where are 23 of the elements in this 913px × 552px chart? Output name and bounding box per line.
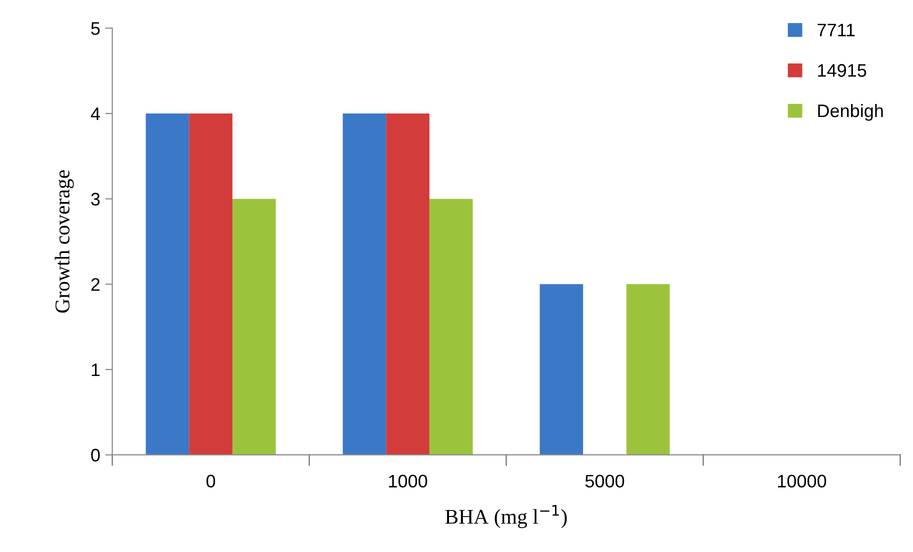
bar: [342, 113, 386, 455]
bar: [429, 198, 473, 455]
bar: [232, 198, 276, 455]
y-tick-label: 2: [91, 278, 100, 291]
legend-label: 7711: [818, 24, 855, 36]
legend-label: Denbigh: [818, 104, 883, 121]
x-axis-title: BHA (mg l$^{−1}$): [445, 505, 567, 528]
bar: [189, 113, 232, 455]
bar: [146, 113, 190, 455]
y-tick-label: 0: [91, 448, 100, 462]
bar: [540, 284, 584, 455]
y-tick-label: 1: [92, 364, 100, 376]
bar: [386, 113, 430, 455]
x-tick-label: 5000: [585, 474, 624, 488]
x-tick-label: 10000: [778, 474, 826, 488]
y-tick-label: 4: [90, 108, 100, 120]
y-axis-title: Growth coverage: [54, 170, 74, 313]
legend-label: 14915: [818, 64, 866, 77]
bar: [626, 284, 670, 455]
x-tick-label: 0: [206, 474, 216, 488]
y-tick-label: 5: [91, 22, 100, 35]
x-tick-label: 1000: [389, 474, 428, 488]
y-tick-label: 3: [91, 192, 100, 206]
